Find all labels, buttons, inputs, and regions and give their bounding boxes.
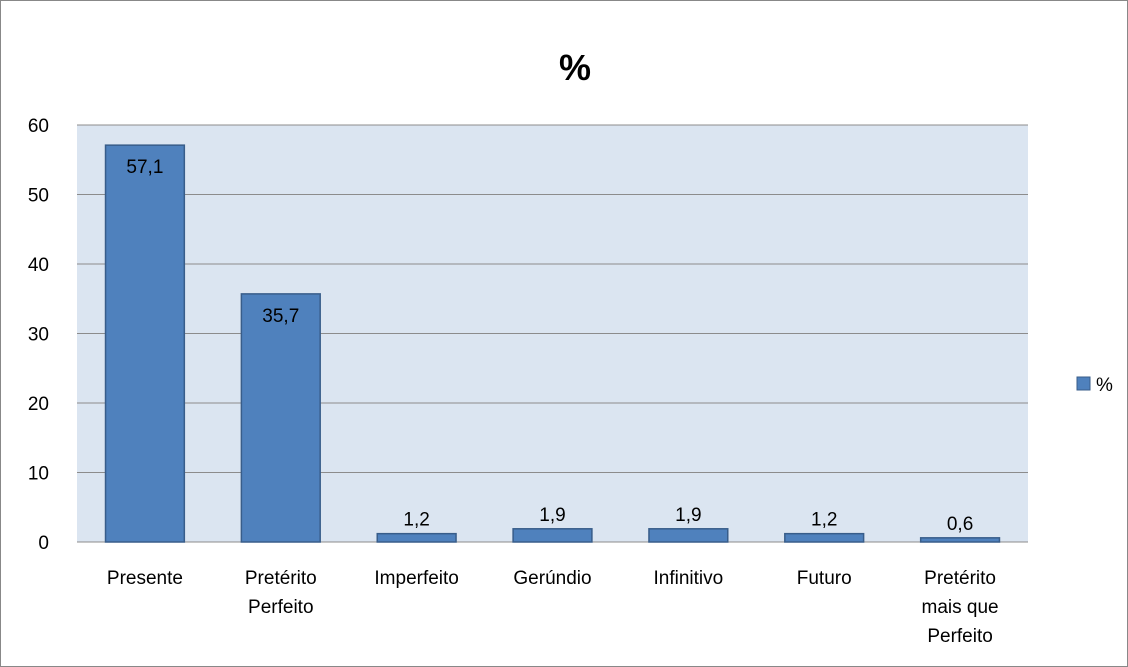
x-category-label: Pretérito xyxy=(924,568,996,589)
data-label: 57,1 xyxy=(126,157,163,178)
y-tick-label: 0 xyxy=(38,533,49,554)
data-label: 0,6 xyxy=(947,514,973,535)
y-tick-label: 50 xyxy=(28,186,49,207)
x-category-label: Pretérito xyxy=(245,568,317,589)
bar xyxy=(919,537,1001,543)
chart-title: % xyxy=(559,47,591,88)
x-category-label: Perfeito xyxy=(927,626,992,647)
data-label: 1,2 xyxy=(811,510,837,531)
bar xyxy=(512,528,593,543)
x-category-label: Presente xyxy=(107,568,183,589)
y-tick-label: 40 xyxy=(28,255,49,276)
data-label: 1,2 xyxy=(403,510,429,531)
bars xyxy=(104,144,1001,543)
data-label: 35,7 xyxy=(262,306,299,327)
x-category-label: Perfeito xyxy=(248,597,313,618)
x-category-label: Gerúndio xyxy=(513,568,591,589)
legend-swatch xyxy=(1076,376,1091,391)
gridlines xyxy=(77,124,1028,543)
bar xyxy=(784,532,865,543)
bar xyxy=(648,528,729,543)
y-tick-label: 60 xyxy=(28,116,49,137)
data-label: 1,9 xyxy=(539,505,565,526)
y-axis-ticks: 0 10 20 30 40 50 60 xyxy=(28,116,49,554)
x-category-label: mais que xyxy=(922,597,999,618)
x-category-label: Futuro xyxy=(797,568,852,589)
bar xyxy=(104,144,186,543)
data-labels: 57,1 35,7 1,2 1,9 1,9 1,2 0,6 xyxy=(126,157,973,535)
bar xyxy=(240,293,321,543)
y-tick-label: 30 xyxy=(28,325,49,346)
data-label: 1,9 xyxy=(675,505,701,526)
x-category-label: Imperfeito xyxy=(374,568,458,589)
y-tick-label: 20 xyxy=(28,394,49,415)
y-tick-label: 10 xyxy=(28,464,49,485)
bar xyxy=(376,532,457,543)
x-category-label: Infinitivo xyxy=(654,568,724,589)
x-axis-categories: Presente Pretérito Perfeito Imperfeito Gerún… xyxy=(107,568,999,647)
legend-label: % xyxy=(1096,375,1113,396)
legend: % xyxy=(1076,375,1113,396)
